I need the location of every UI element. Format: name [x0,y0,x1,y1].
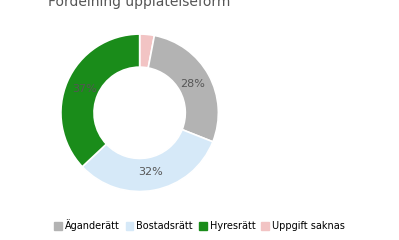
Wedge shape [61,34,140,167]
Text: 32%: 32% [138,167,163,177]
Text: 28%: 28% [180,79,205,89]
Text: 37%: 37% [72,84,97,94]
Wedge shape [140,34,154,68]
Wedge shape [148,36,218,142]
Title: Fördelning upplåtelseform: Fördelning upplåtelseform [48,0,231,9]
Legend: Äganderätt, Bostadsrätt, Hyresrätt, Uppgift saknas: Äganderätt, Bostadsrätt, Hyresrätt, Uppg… [50,216,349,235]
Wedge shape [82,130,213,192]
